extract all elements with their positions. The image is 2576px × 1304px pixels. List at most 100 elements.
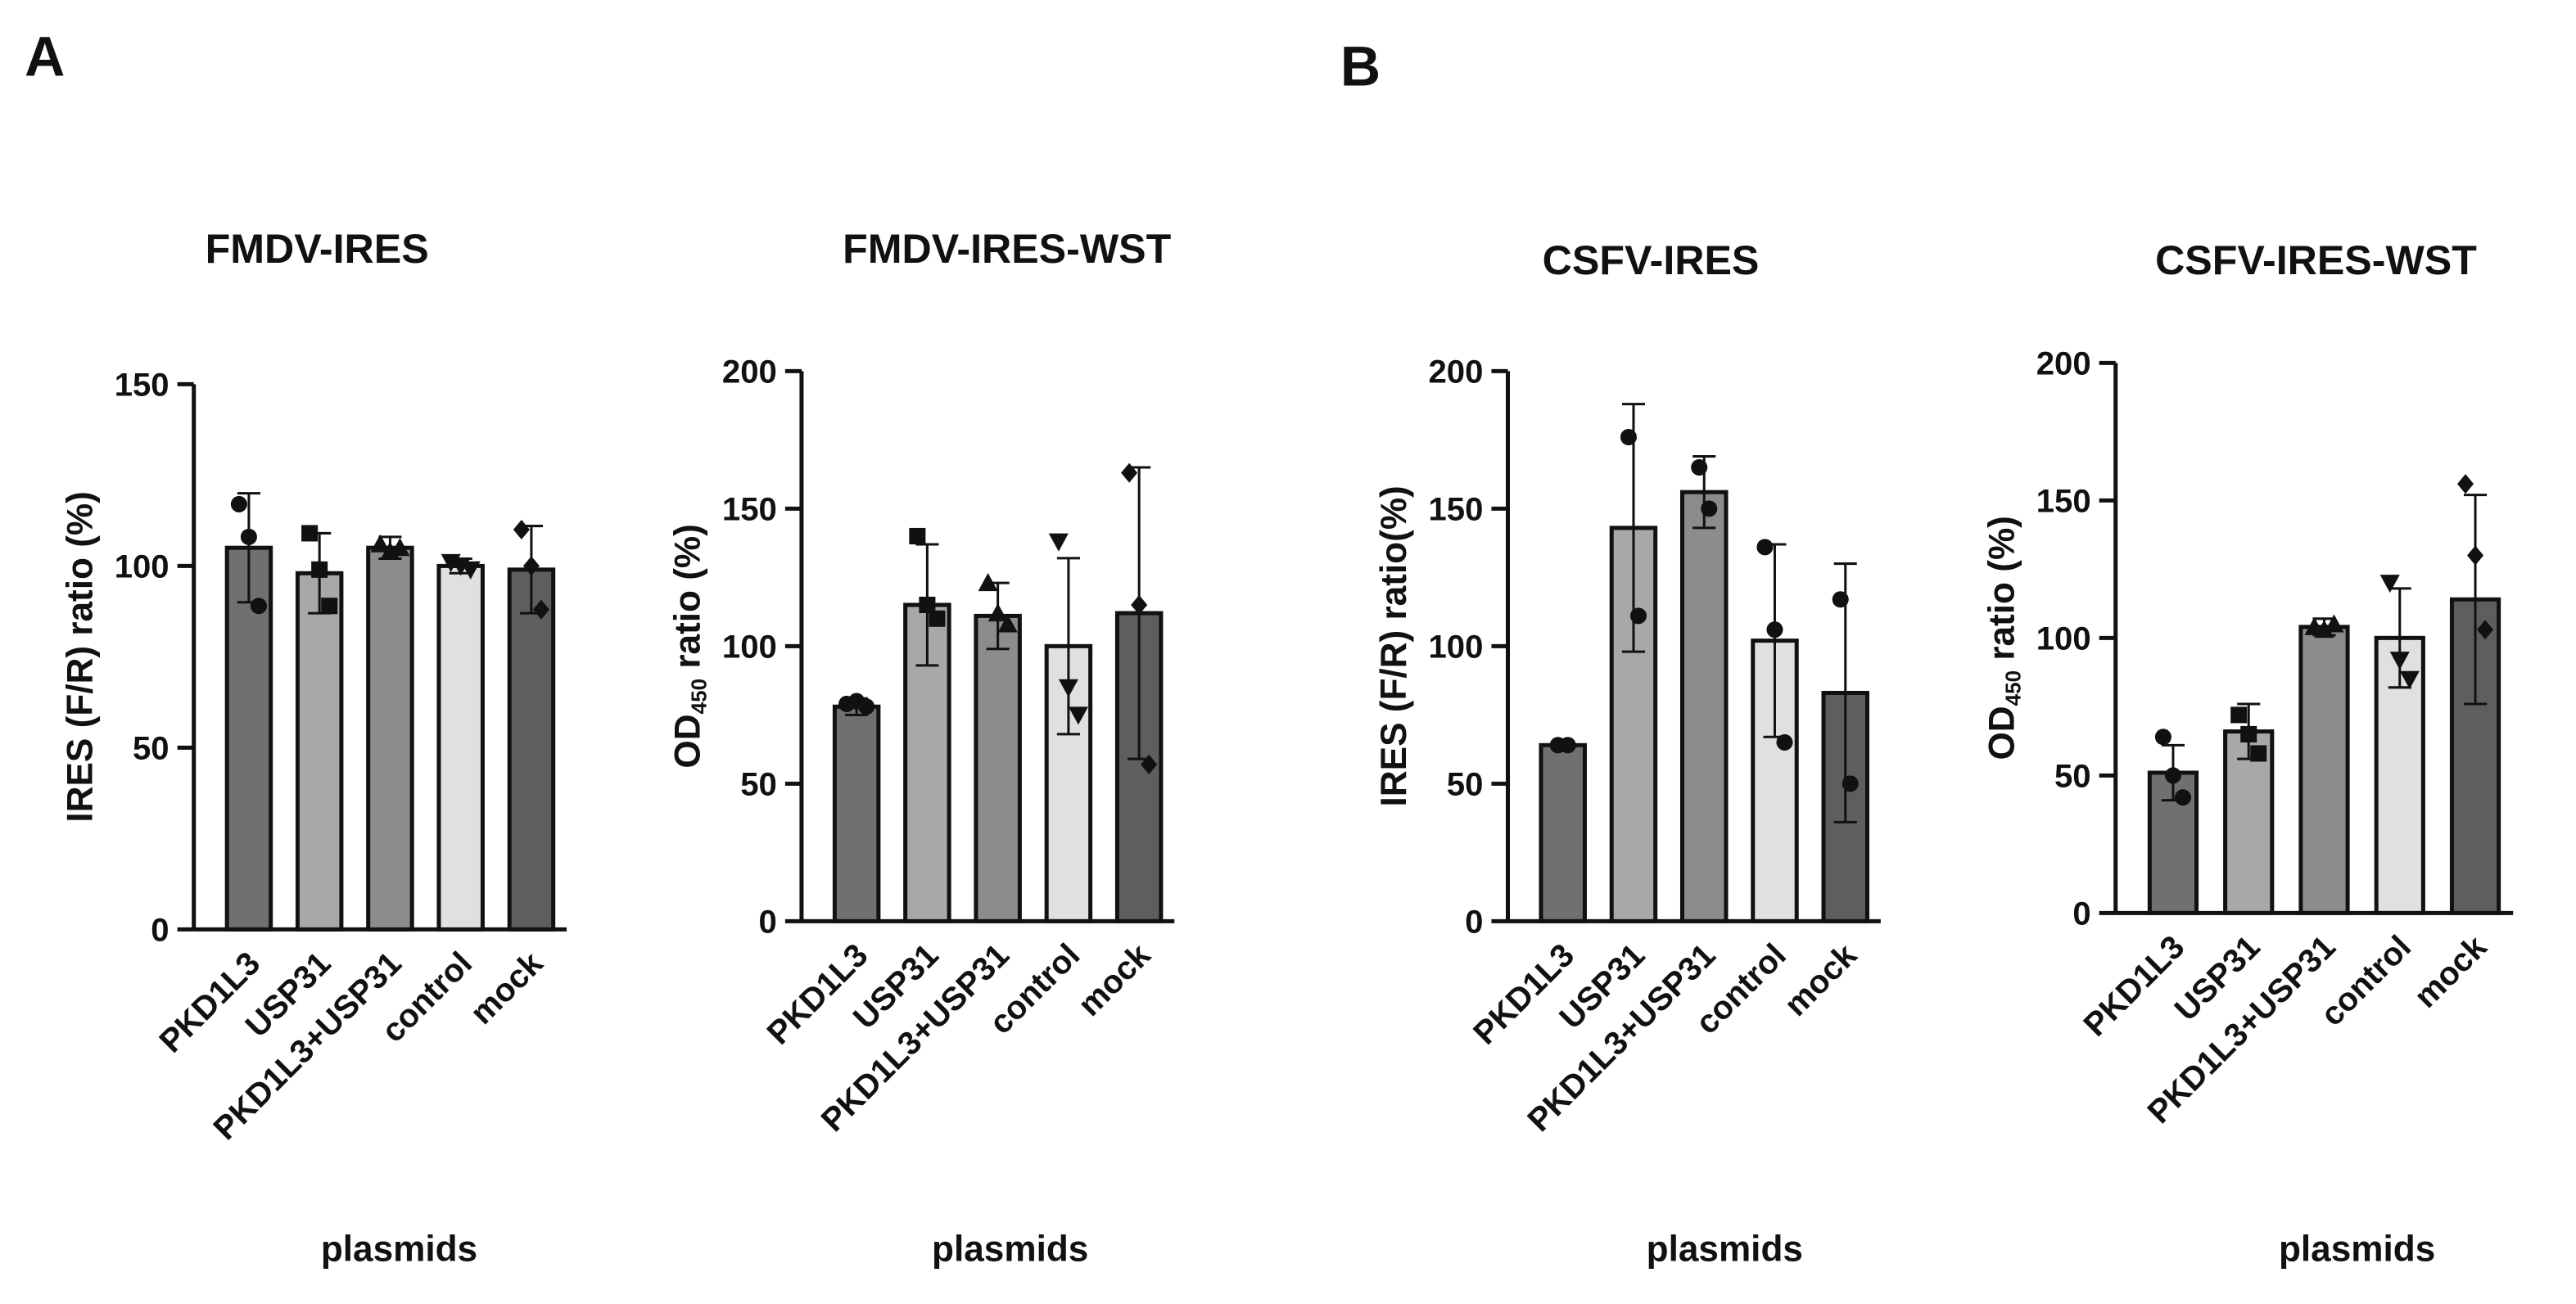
- data-point: [1629, 607, 1647, 625]
- x-tick-label: mock: [1777, 936, 1864, 1023]
- y-tick-label: 0: [2072, 895, 2090, 932]
- y-axis-label: OD450 ratio (%): [668, 524, 712, 768]
- data-point: [2456, 474, 2474, 494]
- data-point: [2164, 767, 2181, 784]
- data-point: [997, 614, 1018, 633]
- data-point: [1701, 500, 1718, 517]
- chart-title: FMDV-IRES: [206, 226, 429, 272]
- x-axis-label: plasmids: [2279, 1230, 2435, 1270]
- y-tick-label: 100: [115, 548, 169, 584]
- y-tick-label: 150: [1428, 490, 1483, 527]
- data-point: [1048, 533, 1069, 552]
- bar: [507, 567, 556, 932]
- x-tick-label: mock: [1071, 936, 1158, 1023]
- data-point: [2230, 706, 2248, 724]
- y-tick-label: 200: [2036, 345, 2091, 381]
- data-point: [1756, 539, 1774, 556]
- data-point: [2379, 575, 2400, 593]
- y-tick-label: 50: [2054, 757, 2091, 794]
- y-axis-label: IRES (F/R) ratio(%): [1374, 485, 1414, 806]
- y-tick-label: 150: [115, 366, 169, 403]
- chart-title: CSFV-IRES: [1543, 237, 1760, 283]
- panel-label: A: [25, 25, 65, 88]
- y-axis-label-text: OD: [668, 714, 708, 768]
- data-point: [1842, 775, 1859, 792]
- y-tick-label: 100: [1428, 628, 1483, 665]
- y-tick-label: 150: [2036, 482, 2091, 519]
- data-point: [1776, 733, 1793, 751]
- data-point: [2240, 725, 2257, 742]
- data-point: [2174, 789, 2192, 806]
- x-axis-label: plasmids: [321, 1230, 477, 1270]
- x-tick-label: mock: [2407, 928, 2494, 1015]
- error-bar: [2464, 494, 2488, 706]
- x-axis-label: plasmids: [932, 1230, 1088, 1270]
- data-point: [1691, 458, 1708, 476]
- x-tick-label: PKD1L3: [760, 936, 875, 1052]
- y-axis-label-suffix: ratio (%): [1982, 516, 2022, 670]
- y-axis-label-suffix: ratio (%): [668, 524, 708, 679]
- data-point: [978, 573, 998, 592]
- panel-label: B: [1340, 35, 1381, 97]
- bar: [2298, 625, 2350, 915]
- data-point: [929, 610, 946, 627]
- data-point: [1131, 594, 1148, 615]
- data-point: [987, 603, 1008, 622]
- chart: CSFV-IRES IRES (F/R) ratio(%) plasmids 0 50 1…: [1374, 237, 1881, 1270]
- y-tick-label: 0: [151, 911, 169, 948]
- data-point: [1766, 621, 1783, 638]
- y-tick-label: 100: [722, 628, 777, 665]
- data-point: [301, 525, 319, 542]
- y-tick-label: 0: [759, 903, 777, 940]
- chart-title: CSFV-IRES-WST: [2155, 237, 2477, 283]
- data-point: [513, 519, 530, 540]
- data-point: [1141, 754, 1158, 774]
- data-point: [522, 556, 540, 576]
- bar: [1539, 742, 1587, 923]
- bar: [436, 563, 485, 932]
- x-tick-label: mock: [463, 945, 549, 1031]
- data-point: [240, 528, 257, 545]
- bar: [2223, 729, 2275, 915]
- y-tick-label: 100: [2036, 620, 2091, 657]
- data-point: [909, 527, 926, 544]
- bar: [832, 704, 881, 923]
- data-point: [2250, 745, 2267, 762]
- data-point: [1068, 706, 1088, 725]
- data-point: [2154, 729, 2172, 746]
- y-tick-label: 50: [1447, 765, 1484, 802]
- x-tick-label: PKD1L3: [1467, 936, 1582, 1052]
- bar: [974, 613, 1022, 923]
- y-axis-label: IRES (F/R) ratio (%): [60, 491, 100, 822]
- data-point: [230, 495, 247, 512]
- chart-title: FMDV-IRES-WST: [843, 226, 1171, 272]
- data-point: [2467, 545, 2484, 566]
- error-bar: [1056, 557, 1080, 736]
- bar: [295, 571, 344, 932]
- y-axis-label-text: IRES (F/R) ratio (%): [60, 491, 100, 822]
- data-point: [1559, 737, 1576, 754]
- data-point: [390, 538, 410, 557]
- x-tick-label: PKD1L3: [152, 945, 268, 1060]
- data-point: [2324, 614, 2344, 633]
- y-axis-label-subscript: 450: [2000, 670, 2025, 706]
- data-point: [1121, 462, 1138, 483]
- data-point: [370, 534, 391, 553]
- y-tick-label: 200: [1428, 353, 1483, 390]
- data-point: [858, 698, 875, 715]
- figure-root: A B FMDV-IRES IRES (F/R) ratio (%) plasmid…: [25, 25, 2514, 1270]
- data-point: [311, 561, 328, 578]
- x-axis-label: plasmids: [1647, 1230, 1803, 1270]
- y-axis-label-subscript: 450: [687, 679, 712, 714]
- data-point: [1832, 591, 1849, 608]
- data-point: [460, 561, 481, 580]
- data-point: [1058, 679, 1078, 697]
- y-axis-label: OD450 ratio (%): [1982, 516, 2025, 760]
- y-axis-label-text: IRES (F/R) ratio(%): [1374, 485, 1414, 806]
- y-tick-label: 0: [1465, 903, 1483, 940]
- y-axis-label-text: OD: [1982, 706, 2022, 760]
- data-point: [2399, 670, 2420, 689]
- x-tick-label: PKD1L3: [2077, 928, 2192, 1044]
- data-point: [919, 596, 936, 613]
